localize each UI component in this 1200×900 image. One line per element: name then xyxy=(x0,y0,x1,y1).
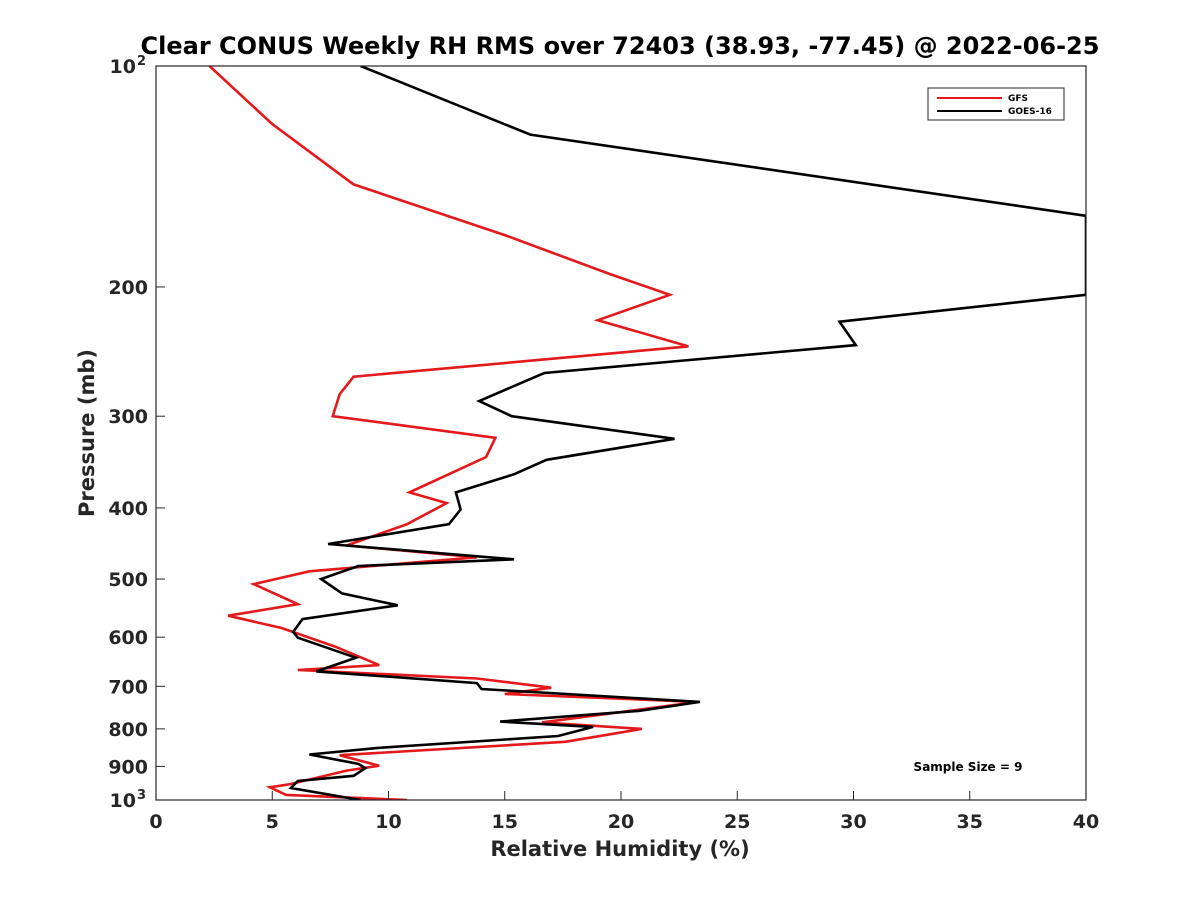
x-tick-label: 25 xyxy=(724,811,750,833)
y-tick-label: 300 xyxy=(108,406,148,428)
legend-box xyxy=(927,87,1065,121)
x-tick-label: 15 xyxy=(492,811,518,833)
y-tick-label: 10 xyxy=(110,790,136,812)
y-tick-label: 10 xyxy=(110,56,136,78)
y-tick-label: 500 xyxy=(108,569,148,591)
legend: GFS GOES-16 xyxy=(927,87,1065,121)
x-tick-label: 0 xyxy=(149,811,162,833)
x-axis-label: Relative Humidity (%) xyxy=(490,837,749,861)
x-tick-label: 20 xyxy=(608,811,634,833)
plot-series-group xyxy=(208,66,1086,800)
y-tick-label: 700 xyxy=(108,676,148,698)
x-tick-label: 5 xyxy=(266,811,279,833)
series-line-goes16 xyxy=(288,66,1086,800)
y-tick-exponent: 3 xyxy=(137,788,146,803)
y-tick-label: 900 xyxy=(108,756,148,778)
series-line-gfs xyxy=(208,66,698,800)
x-axis: 0 5 10 15 20 25 30 35 40 xyxy=(149,791,1099,833)
legend-label-gfs: GFS xyxy=(1008,94,1028,104)
sample-size-annotation: Sample Size = 9 xyxy=(914,760,1023,774)
y-tick-label: 800 xyxy=(108,719,148,741)
plot-frame xyxy=(155,65,1087,801)
y-tick-label: 200 xyxy=(108,277,148,299)
y-tick-exponent: 2 xyxy=(137,54,146,69)
legend-label-goes16: GOES-16 xyxy=(1008,107,1052,117)
y-tick-label: 400 xyxy=(108,498,148,520)
chart-title: Clear CONUS Weekly RH RMS over 72403 (38… xyxy=(141,32,1100,60)
y-axis-label: Pressure (mb) xyxy=(75,349,99,517)
x-tick-label: 10 xyxy=(375,811,401,833)
y-tick-label: 600 xyxy=(108,627,148,649)
x-tick-label: 35 xyxy=(957,811,983,833)
x-tick-label: 30 xyxy=(840,811,866,833)
x-tick-label: 40 xyxy=(1073,811,1099,833)
